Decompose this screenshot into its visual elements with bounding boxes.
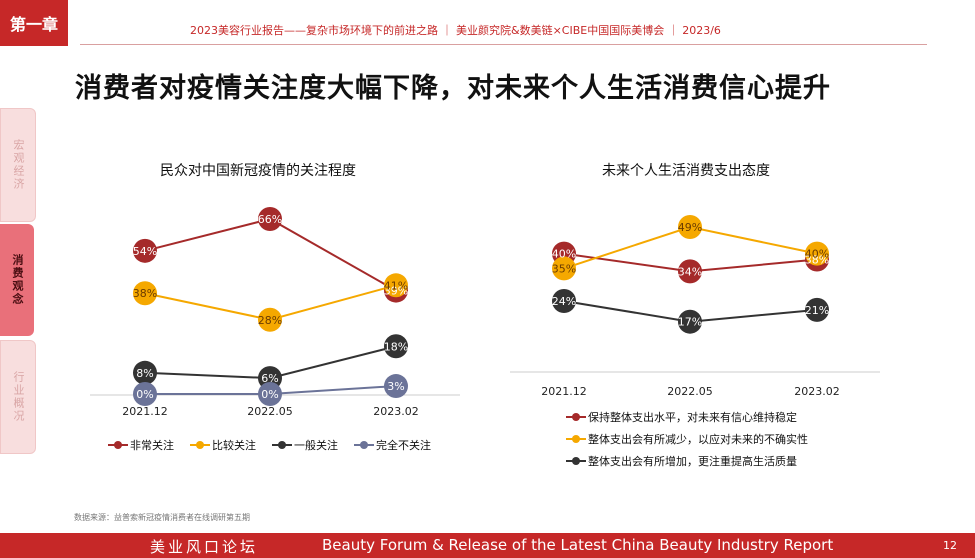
data-point — [133, 281, 157, 306]
x-tick-label: 2023.02 — [794, 385, 840, 398]
chart1-title: 民众对中国新冠疫情的关注程度 — [160, 163, 356, 179]
page-number: 12 — [943, 539, 957, 552]
data-label: 39% — [384, 285, 408, 298]
legend-swatch — [108, 440, 128, 450]
data-point — [678, 215, 702, 239]
legend-swatch — [566, 456, 586, 466]
footer-bar: 美业风口论坛 Beauty Forum & Release of the Lat… — [0, 533, 975, 558]
data-label: 54% — [133, 245, 157, 258]
data-source-note: 数据来源：益普索新冠疫情消费者在线调研第五期 — [74, 513, 250, 522]
legend-item: 一般关注 — [272, 437, 338, 453]
chart2-title: 未来个人生活消费支出态度 — [602, 163, 770, 179]
x-tick-label: 2022.05 — [667, 385, 713, 398]
data-label: 66% — [258, 213, 282, 226]
legend-item: 整体支出会有所减少，以应对未来的不确实性 — [566, 428, 808, 450]
page-title: 消费者对疫情关注度大幅下降，对未来个人生活消费信心提升 — [75, 73, 831, 104]
legend-item: 保持整体支出水平，对未来有信心维持稳定 — [566, 406, 808, 428]
legend-label: 完全不关注 — [376, 439, 431, 452]
x-tick-label: 2021.12 — [541, 385, 587, 398]
legend-item: 非常关注 — [108, 437, 174, 453]
data-label: 38% — [805, 254, 829, 267]
sidenav-item-industry-overview[interactable]: 行业概况 — [0, 340, 36, 454]
data-label: 0% — [261, 388, 278, 401]
header-divider — [80, 44, 927, 45]
data-label: 40% — [805, 248, 829, 261]
data-point — [805, 297, 829, 322]
sidenav-item-consumption-concept[interactable]: 消费观念 — [0, 224, 34, 336]
x-tick-label: 2021.12 — [122, 405, 168, 418]
sidenav-label: 消费观念 — [11, 254, 24, 306]
report-header: 2023美容行业报告——复杂市场环境下的前进之路 ｜ 美业颜究院&数美链×CIB… — [190, 24, 721, 37]
data-label: 49% — [678, 221, 702, 234]
data-point — [258, 382, 282, 406]
data-label: 34% — [678, 265, 702, 278]
legend-item: 整体支出会有所增加，更注重提高生活质量 — [566, 450, 808, 472]
data-label: 21% — [805, 304, 829, 317]
data-point — [133, 360, 157, 385]
data-point — [133, 238, 157, 263]
x-tick-label: 2023.02 — [373, 405, 419, 418]
legend-label: 整体支出会有所减少，以应对未来的不确实性 — [588, 433, 808, 446]
data-label: 0% — [136, 388, 153, 401]
data-point — [384, 374, 408, 399]
sidenav-label: 宏观经济 — [12, 139, 25, 191]
data-label: 41% — [384, 279, 408, 292]
data-label: 8% — [136, 367, 153, 380]
legend-label: 比较关注 — [212, 439, 256, 452]
data-label: 17% — [678, 316, 702, 329]
legend-item: 完全不关注 — [354, 437, 431, 453]
data-label: 6% — [261, 372, 278, 385]
legend-label: 非常关注 — [130, 439, 174, 452]
data-label: 38% — [133, 287, 157, 300]
data-point — [552, 256, 576, 281]
data-point — [805, 241, 829, 266]
legend-label: 保持整体支出水平，对未来有信心维持稳定 — [588, 411, 797, 424]
sidenav-item-macro-economy[interactable]: 宏观经济 — [0, 108, 36, 222]
data-label: 24% — [552, 295, 576, 308]
data-point — [678, 259, 702, 284]
chart2-legend: 保持整体支出水平，对未来有信心维持稳定 整体支出会有所减少，以应对未来的不确实性… — [566, 406, 808, 472]
legend-swatch — [272, 440, 292, 450]
chart1-legend: 非常关注 比较关注 一般关注 完全不关注 — [108, 437, 431, 453]
legend-label: 一般关注 — [294, 439, 338, 452]
chapter-badge: 第一章 — [0, 0, 68, 46]
data-label: 18% — [384, 340, 408, 353]
legend-item: 比较关注 — [190, 437, 256, 453]
data-point — [384, 273, 408, 298]
x-tick-label: 2022.05 — [247, 405, 293, 418]
data-label: 40% — [552, 248, 576, 261]
data-point — [384, 334, 408, 359]
data-point — [133, 382, 157, 406]
legend-swatch — [566, 412, 586, 422]
data-point — [552, 288, 576, 313]
footer-forum-cn: 美业风口论坛 — [150, 538, 259, 556]
legend-swatch — [354, 440, 374, 450]
data-point — [258, 207, 282, 231]
footer-forum-en: Beauty Forum & Release of the Latest Chi… — [322, 536, 834, 554]
data-label: 28% — [258, 314, 282, 327]
legend-swatch — [566, 434, 586, 444]
data-point — [258, 307, 282, 332]
data-label: 35% — [552, 262, 576, 275]
legend-label: 整体支出会有所增加，更注重提高生活质量 — [588, 455, 797, 468]
sidenav-label: 行业概况 — [12, 371, 25, 423]
legend-swatch — [190, 440, 210, 450]
data-label: 3% — [387, 380, 404, 393]
data-point — [678, 309, 702, 334]
